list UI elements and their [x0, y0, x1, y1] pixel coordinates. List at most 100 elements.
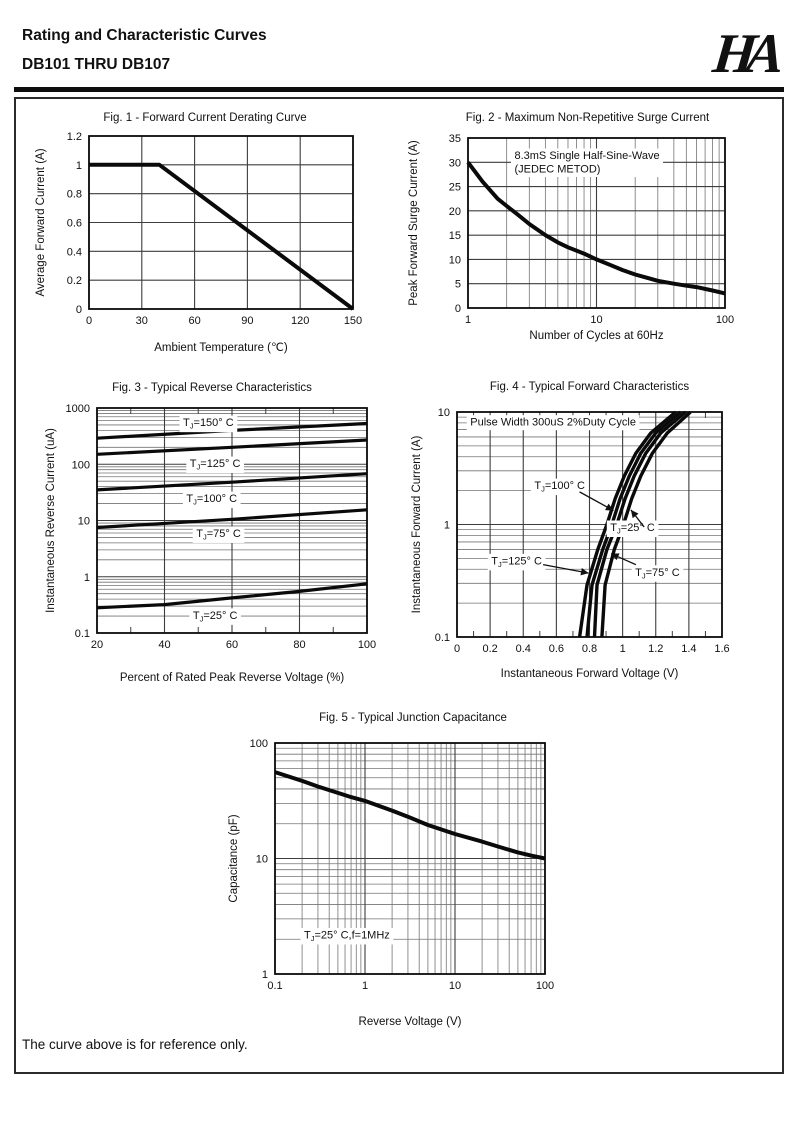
figure-3-reverse-characteristics: TJ=150° C TJ=125° C TJ=100° C TJ=75° C TJ=25…	[30, 375, 398, 690]
series-junction-capacitance	[274, 770, 546, 861]
page-subtitle: DB101 THRU DB107	[22, 56, 171, 73]
chart-canvas: Pulse Width 300uS 2%Duty Cycle TJ=100° C T…	[411, 381, 730, 680]
x-tick-label: 0.2	[482, 643, 497, 655]
y-tick-label: 100	[72, 459, 90, 471]
x-axis-label: Percent of Rated Peak Reverse Voltage (%…	[120, 672, 345, 684]
chart-annotation: TJ=125° C	[491, 555, 542, 569]
arrow-head	[605, 503, 614, 511]
y-tick-label: 10	[78, 516, 90, 528]
x-tick-label: 1.6	[714, 643, 729, 655]
x-tick-label: 1	[465, 314, 471, 326]
y-tick-label: 1	[84, 572, 90, 584]
arrow-head	[611, 553, 620, 561]
figure-5-junction-capacitance: TJ=25° C,f=1MHz 0.1 1 10 100 1 10 100 Fig. 5 - T…	[218, 705, 620, 1040]
x-tick-label: 0.6	[549, 643, 564, 655]
y-axis-label: Instantaneous Reverse Current (uA)	[45, 428, 57, 613]
y-tick-label: 1	[76, 160, 82, 172]
chart-annotation: TJ=75° C	[196, 528, 241, 542]
x-tick-label: 90	[241, 315, 253, 327]
chart-annotation: TJ=25° C	[610, 522, 655, 536]
figure-1-forward-current-derating: 0 30 60 90 120 150 0 0.2 0.4 0.6 0.8 1 1.2 Fig. 1 - F…	[30, 104, 395, 366]
arrow-head	[630, 509, 639, 519]
y-tick-label: 30	[449, 157, 461, 169]
chart-canvas: 8.3mS Single Half-Sine-Wave (JEDEC METOD)…	[408, 112, 734, 342]
svg-text:TJ=125° C: TJ=125° C	[190, 458, 241, 472]
y-axis-label: Average Forward Current (A)	[35, 148, 47, 296]
y-axis-label: Capacitance (pF)	[228, 814, 240, 902]
y-tick-label: 15	[449, 230, 461, 242]
y-tick-label: 0.1	[75, 628, 90, 640]
chart-annotation: TJ=100° C	[186, 493, 237, 507]
y-axis-label: Peak Forward Surge Current (A)	[408, 140, 420, 306]
x-tick-label: 1	[620, 643, 626, 655]
y-tick-label: 0.2	[67, 275, 82, 287]
x-axis-label: Instantaneous Forward Voltage (V)	[501, 668, 679, 680]
x-axis-label: Ambient Temperature (℃)	[154, 342, 288, 354]
x-tick-label: 60	[188, 315, 200, 327]
y-tick-label: 0.8	[67, 189, 82, 201]
series-tj-75c	[96, 508, 368, 530]
x-tick-label: 0.1	[267, 980, 282, 992]
svg-text:TJ=75° C: TJ=75° C	[635, 567, 680, 581]
x-tick-label: 100	[358, 639, 376, 651]
x-tick-label: 100	[716, 314, 734, 326]
series-tj-100c	[585, 410, 682, 638]
brand-logo: HA	[709, 23, 778, 85]
svg-text:TJ=150° C: TJ=150° C	[183, 417, 234, 431]
page-title: Rating and Characteristic Curves	[22, 27, 267, 44]
y-tick-label: 0.6	[67, 218, 82, 230]
chart-annotation: TJ=25° C,f=1MHz	[304, 929, 390, 943]
chart-annotation: TJ=75° C	[635, 567, 680, 581]
y-tick-label: 20	[449, 206, 461, 218]
chart-title: Fig. 2 - Maximum Non-Repetitive Surge Cu…	[466, 112, 710, 124]
y-tick-label: 5	[455, 279, 461, 291]
svg-text:(JEDEC METOD): (JEDEC METOD)	[514, 164, 600, 176]
plot-border	[467, 137, 726, 309]
series-tj-25c	[96, 582, 368, 610]
chart-annotation: TJ=100° C	[534, 480, 585, 494]
svg-text:8.3mS Single Half-Sine-Wave: 8.3mS Single Half-Sine-Wave	[514, 150, 659, 162]
y-axis-label: Instantaneous Forward Current (A)	[411, 435, 423, 613]
chart-canvas: TJ=150° C TJ=125° C TJ=100° C TJ=75° C TJ=25…	[45, 382, 376, 684]
x-tick-label: 80	[293, 639, 305, 651]
y-tick-label: 10	[438, 407, 450, 419]
chart-canvas: 0 30 60 90 120 150 0 0.2 0.4 0.6 0.8 1 1.2 Fig. 1 - F…	[35, 112, 362, 354]
chart-annotation: 8.3mS Single Half-Sine-Wave (JEDEC METOD)	[514, 150, 659, 176]
series-average-forward-current	[89, 162, 355, 311]
svg-text:TJ=25° C,f=1MHz: TJ=25° C,f=1MHz	[304, 929, 390, 943]
svg-text:TJ=100° C: TJ=100° C	[534, 480, 585, 494]
y-tick-label: 100	[250, 738, 268, 750]
svg-text:TJ=25° C: TJ=25° C	[610, 522, 655, 536]
chart-title: Fig. 1 - Forward Current Derating Curve	[103, 112, 306, 124]
series-tj-25c	[600, 410, 692, 638]
x-tick-label: 20	[91, 639, 103, 651]
chart-annotation: TJ=125° C	[190, 458, 241, 472]
y-tick-label: 0	[455, 303, 461, 315]
y-tick-label: 10	[256, 854, 268, 866]
y-tick-label: 0.4	[67, 246, 82, 258]
plot-border	[96, 407, 368, 634]
svg-text:TJ=125° C: TJ=125° C	[491, 555, 542, 569]
series-tj-125c	[577, 410, 677, 638]
x-tick-label: 0	[86, 315, 92, 327]
series-peak-forward-surge-current	[466, 161, 726, 296]
svg-text:TJ=100° C: TJ=100° C	[186, 493, 237, 507]
x-axis-label: Reverse Voltage (V)	[359, 1016, 462, 1028]
svg-text:TJ=75° C: TJ=75° C	[196, 528, 241, 542]
chart-title: Fig. 3 - Typical Reverse Characteristics	[112, 382, 312, 394]
x-tick-label: 0.4	[516, 643, 531, 655]
chart-annotation: TJ=150° C	[183, 417, 234, 431]
arrow-head	[580, 568, 589, 576]
chart-annotation: Pulse Width 300uS 2%Duty Cycle	[470, 417, 636, 429]
x-tick-label: 0.8	[582, 643, 597, 655]
x-tick-label: 40	[158, 639, 170, 651]
x-tick-label: 0	[454, 643, 460, 655]
x-tick-label: 1	[362, 980, 368, 992]
y-tick-label: 10	[449, 254, 461, 266]
chart-title: Fig. 5 - Typical Junction Capacitance	[319, 712, 507, 724]
y-tick-label: 25	[449, 182, 461, 194]
x-tick-label: 30	[136, 315, 148, 327]
figure-2-surge-current: 8.3mS Single Half-Sine-Wave (JEDEC METOD)…	[400, 104, 785, 356]
x-tick-label: 10	[449, 980, 461, 992]
